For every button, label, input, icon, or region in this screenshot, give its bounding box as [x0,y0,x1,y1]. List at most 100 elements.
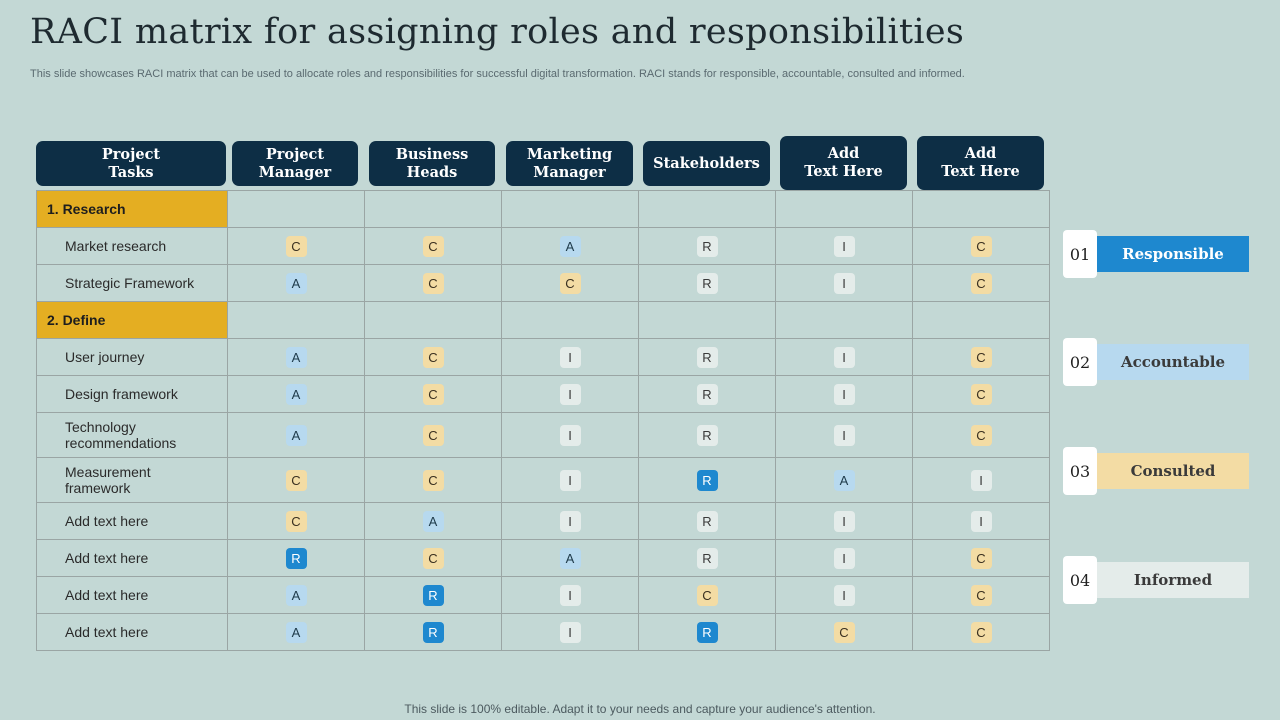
raci-table: 1. Research Market research C C A R I C Strategi… [36,190,1050,651]
role-cell: I [775,375,913,413]
role-badge: R [285,547,307,569]
role-cell: C [912,539,1050,577]
role-cell: A [227,412,365,458]
header-project-manager: Project Manager [232,141,358,186]
legend-label: Consulted [1097,453,1249,489]
role-cell: C [364,457,502,503]
role-badge: R [696,346,718,368]
task-label: Add text here [36,539,228,577]
role-cell: C [912,412,1050,458]
role-cell: I [775,338,913,376]
section-row: 1. Research [36,190,1050,228]
role-cell: I [501,576,639,614]
role-badge: C [970,272,992,294]
legend-number: 01 [1063,230,1097,278]
role-badge: R [422,584,444,606]
role-cell: I [775,264,913,302]
legend-item-informed: 04 Informed [1063,556,1249,604]
role-cell: R [638,338,776,376]
role-badge: C [696,584,718,606]
role-cell: I [912,502,1050,540]
role-cell: A [227,264,365,302]
empty-cell [364,190,502,228]
role-badge: A [422,510,444,532]
role-cell: R [638,227,776,265]
role-cell: C [364,227,502,265]
empty-cell [227,190,365,228]
role-badge: I [833,235,855,257]
task-label: Technology recommendations [36,412,228,458]
role-cell: I [912,457,1050,503]
header-add-text-1: Add Text Here [780,136,907,190]
role-cell: C [227,227,365,265]
role-cell: I [775,227,913,265]
role-badge: C [970,424,992,446]
task-row: Add text here C A I R I I [36,502,1050,540]
header-business-heads: Business Heads [369,141,495,186]
role-badge: R [696,547,718,569]
role-badge: I [970,510,992,532]
role-cell: R [638,412,776,458]
role-badge: C [422,235,444,257]
role-cell: I [775,412,913,458]
role-badge: R [696,424,718,446]
legend-number: 04 [1063,556,1097,604]
role-badge: C [422,547,444,569]
role-badge: I [833,346,855,368]
role-badge: R [696,510,718,532]
role-badge: C [970,346,992,368]
role-badge: I [970,469,992,491]
role-badge: I [559,469,581,491]
section-label: 2. Define [36,301,228,339]
legend-label: Responsible [1097,236,1249,272]
section-row: 2. Define [36,301,1050,339]
task-row: Measurement framework C C I R A I [36,457,1050,503]
role-badge: A [285,383,307,405]
empty-cell [227,301,365,339]
role-cell: R [364,576,502,614]
empty-cell [775,301,913,339]
role-cell: A [501,539,639,577]
role-badge: I [559,424,581,446]
role-cell: R [227,539,365,577]
legend-label: Informed [1097,562,1249,598]
role-cell: C [912,576,1050,614]
role-cell: C [775,613,913,651]
role-badge: C [285,469,307,491]
role-cell: R [638,502,776,540]
slide-title: RACI matrix for assigning roles and resp… [30,12,965,52]
role-badge: C [422,346,444,368]
role-cell: C [227,457,365,503]
role-cell: R [638,539,776,577]
slide-footer: This slide is 100% editable. Adapt it to… [404,702,876,716]
empty-cell [638,301,776,339]
task-row: Add text here A R I C I C [36,576,1050,614]
role-cell: A [227,375,365,413]
role-cell: R [638,613,776,651]
legend-label: Accountable [1097,344,1249,380]
empty-cell [364,301,502,339]
role-badge: C [970,584,992,606]
role-cell: C [912,227,1050,265]
role-cell: C [364,539,502,577]
header-project-tasks: Project Tasks [36,141,226,186]
role-badge: C [970,383,992,405]
role-cell: C [912,375,1050,413]
role-cell: I [775,576,913,614]
role-cell: I [775,539,913,577]
role-cell: R [638,264,776,302]
role-cell: I [501,338,639,376]
role-badge: I [833,272,855,294]
role-cell: R [364,613,502,651]
role-badge: C [285,235,307,257]
empty-cell [912,301,1050,339]
role-cell: A [227,613,365,651]
task-label: Market research [36,227,228,265]
header-stakeholders: Stakeholders [643,141,770,186]
empty-cell [638,190,776,228]
slide-subtitle: This slide showcases RACI matrix that ca… [30,68,965,80]
role-cell: I [501,457,639,503]
empty-cell [775,190,913,228]
role-badge: R [696,383,718,405]
role-cell: A [364,502,502,540]
